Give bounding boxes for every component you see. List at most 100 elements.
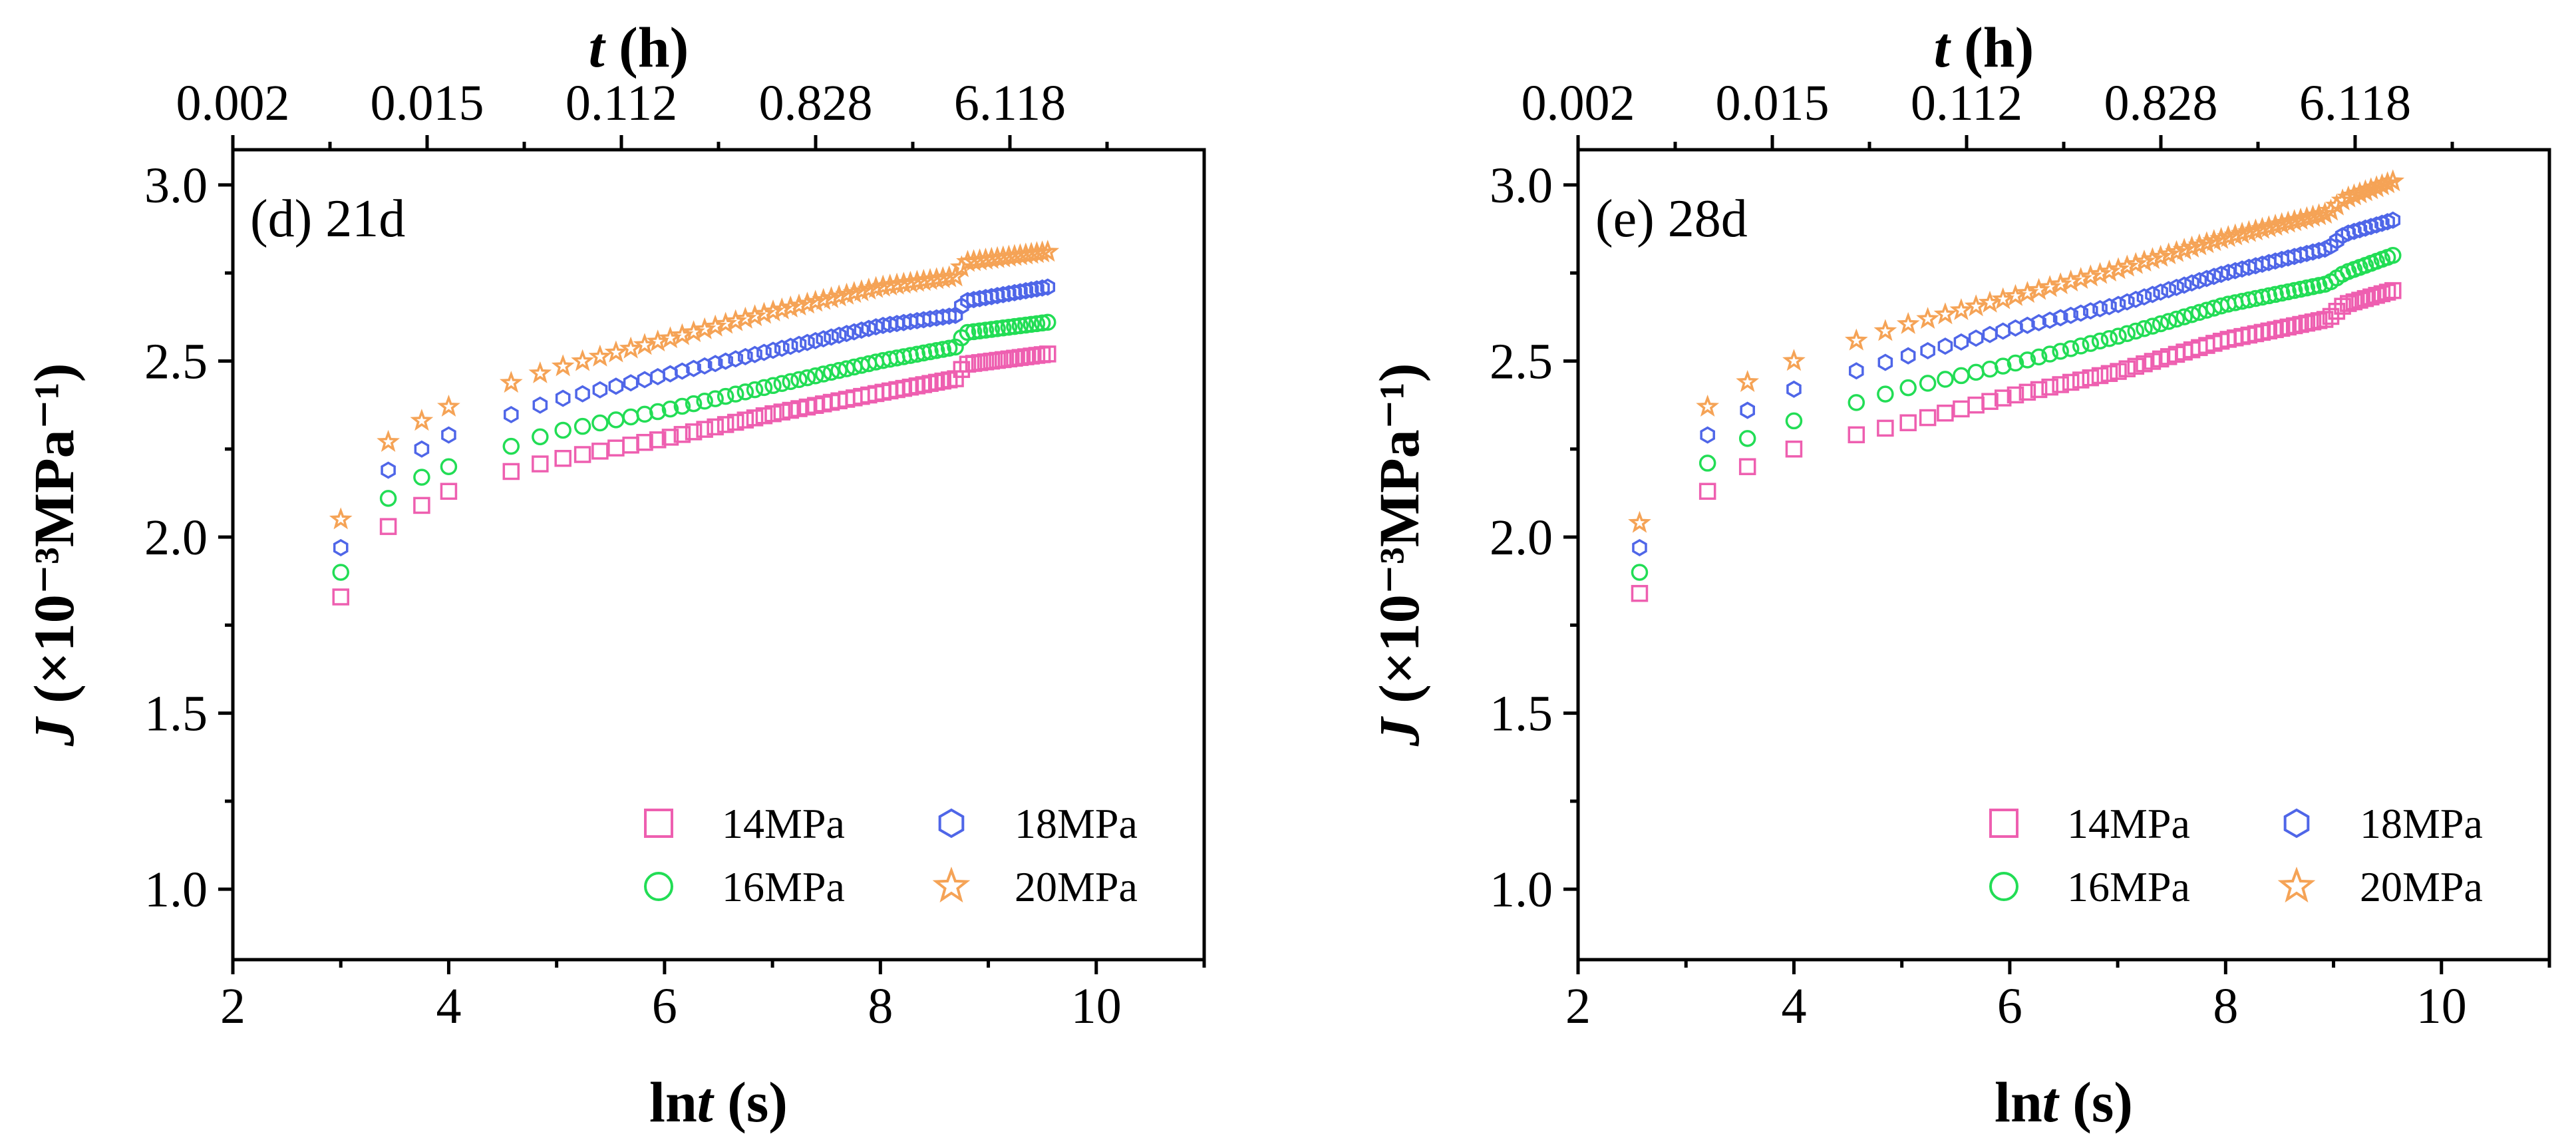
legend-label: 14MPa xyxy=(722,800,845,847)
data-point xyxy=(1786,380,1802,398)
data-point xyxy=(2110,327,2127,345)
data-point xyxy=(1873,319,1897,341)
y-tick-label: 1.5 xyxy=(144,686,208,742)
legend-marker xyxy=(2277,866,2316,903)
legend-label: 16MPa xyxy=(2067,863,2190,910)
data-point xyxy=(649,403,667,421)
chart-panel-28d: 2 4 6 8 10 1.0 1.5 2.0 2.5 3.0 0.002 0.015 0.112 0.82… xyxy=(1367,15,2551,1134)
data-point xyxy=(854,321,870,339)
data-point xyxy=(1738,458,1756,475)
data-point xyxy=(842,281,866,303)
data-point xyxy=(787,293,811,316)
legend-label: 14MPa xyxy=(2067,800,2190,847)
data-point xyxy=(696,421,713,438)
data-point xyxy=(2352,221,2368,239)
data-point xyxy=(2380,213,2395,231)
data-point xyxy=(554,421,571,439)
x-tick-label: 10 xyxy=(1071,978,1122,1034)
data-point xyxy=(2334,227,2350,245)
data-point xyxy=(1007,284,1023,301)
data-point xyxy=(773,403,791,421)
series-14MPa xyxy=(1631,282,2402,602)
data-point xyxy=(822,363,840,381)
data-point xyxy=(2285,282,2303,299)
data-point xyxy=(2323,237,2338,255)
data-point xyxy=(726,413,744,431)
data-point xyxy=(1033,314,1051,332)
data-point xyxy=(2132,249,2156,272)
x-tick-label: 2 xyxy=(1565,978,1591,1034)
data-point xyxy=(649,431,667,449)
data-point xyxy=(733,306,757,329)
data-point xyxy=(2351,291,2368,309)
data-point xyxy=(2237,220,2261,242)
data-point xyxy=(1029,280,1045,298)
data-point xyxy=(2120,293,2135,311)
data-point xyxy=(728,350,743,368)
series-14MPa xyxy=(332,345,1056,606)
data-point xyxy=(1000,318,1018,336)
data-point xyxy=(591,443,609,460)
data-point xyxy=(2091,367,2109,385)
data-point xyxy=(2136,319,2153,337)
data-point xyxy=(989,287,1005,305)
x2-tick-label: 0.002 xyxy=(1522,75,1635,131)
data-point xyxy=(685,395,703,413)
data-point xyxy=(1700,426,1715,444)
data-point xyxy=(959,323,977,341)
chart-panel-21d: 2 4 6 8 10 1.0 1.5 2.0 2.5 3.0 0.002 0.015 0.112 0.82… xyxy=(22,15,1206,1134)
data-point xyxy=(831,326,847,344)
data-point xyxy=(2042,311,2058,329)
data-point xyxy=(555,389,571,407)
x-tick-label: 4 xyxy=(1781,978,1806,1034)
data-point xyxy=(2157,242,2181,265)
data-point xyxy=(764,377,782,395)
series-16MPa xyxy=(1631,246,2402,581)
data-point xyxy=(2110,295,2126,313)
data-point xyxy=(1981,393,1999,410)
data-point xyxy=(504,405,519,424)
data-point xyxy=(2251,216,2274,239)
data-point xyxy=(532,455,549,473)
data-point xyxy=(846,323,862,341)
data-point xyxy=(746,409,764,427)
data-points-layer xyxy=(1628,169,2405,602)
data-point xyxy=(440,458,458,475)
x-tick-label: 2 xyxy=(220,978,245,1034)
data-point xyxy=(1782,349,1806,371)
data-point xyxy=(2072,337,2090,355)
data-point xyxy=(1785,441,1803,458)
data-point xyxy=(2083,302,2098,320)
data-point xyxy=(1039,313,1056,331)
legend-marker xyxy=(1989,872,2018,901)
data-point xyxy=(2230,222,2254,244)
data-point xyxy=(2195,231,2219,254)
x-tick-label: 10 xyxy=(2416,978,2467,1034)
data-point xyxy=(800,333,815,351)
data-point xyxy=(2168,310,2185,328)
data-point xyxy=(707,390,724,407)
data-point xyxy=(1040,278,1056,296)
data-point xyxy=(796,291,819,314)
data-point xyxy=(379,518,397,535)
data-point xyxy=(332,564,349,581)
legend-label: 18MPa xyxy=(2360,800,2483,847)
data-point xyxy=(379,490,397,507)
data-point xyxy=(2100,329,2118,347)
data-point xyxy=(440,482,458,500)
data-point xyxy=(839,325,854,343)
data-point xyxy=(953,361,971,378)
data-point xyxy=(377,429,400,452)
data-point xyxy=(1937,337,1953,355)
x-tick-label: 6 xyxy=(1997,978,2022,1034)
data-point xyxy=(2118,360,2136,377)
data-point xyxy=(2322,307,2340,325)
data-point xyxy=(2175,308,2193,325)
y-tick-label: 3.0 xyxy=(144,158,208,214)
data-point xyxy=(1844,328,1868,351)
data-point xyxy=(1736,369,1760,392)
data-point xyxy=(1919,375,1937,392)
data-point xyxy=(2298,314,2316,332)
data-point xyxy=(1039,345,1056,363)
data-point xyxy=(2018,351,2036,369)
